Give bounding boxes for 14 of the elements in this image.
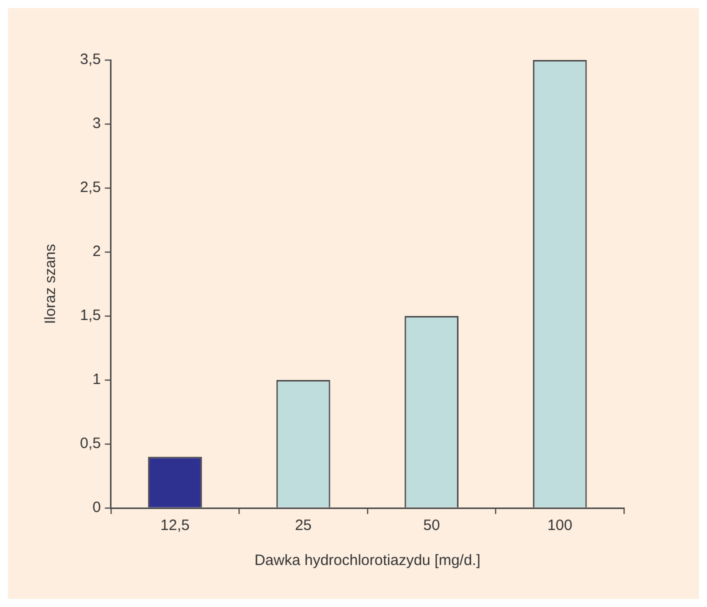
y-tick-label: 0 (92, 499, 101, 516)
x-tick-label: 50 (423, 517, 440, 534)
x-tick-label: 100 (547, 517, 572, 534)
y-tick-label: 2,5 (80, 179, 101, 196)
y-tick-label: 3,5 (80, 51, 101, 68)
x-axis-title: Dawka hydrochlorotiazydu [mg/d.] (254, 552, 480, 570)
y-tick-label: 3 (92, 115, 101, 132)
y-tick-label: 2 (92, 243, 101, 260)
y-tick-label: 0,5 (80, 435, 101, 452)
x-tick-label: 25 (294, 517, 312, 534)
y-tick-label: 1 (92, 371, 101, 388)
y-tick-label: 1,5 (80, 307, 101, 324)
y-axis-title: Iloraz szans (42, 244, 60, 324)
x-tick-label: 12,5 (160, 517, 190, 534)
